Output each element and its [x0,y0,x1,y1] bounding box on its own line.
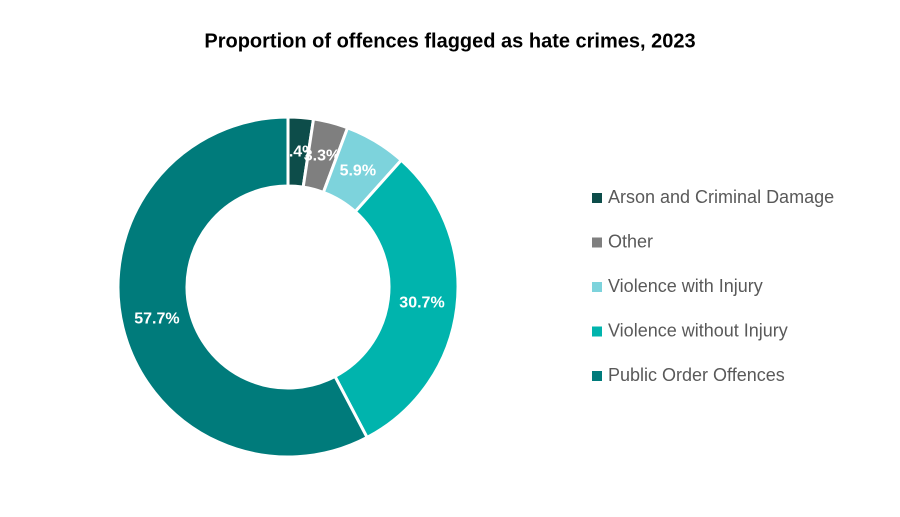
legend-label: Violence with Injury [608,276,763,296]
donut-slice [116,115,370,459]
donut-slice [332,158,460,440]
data-label: 3.3% [304,148,340,165]
data-label: 5.9% [340,163,376,180]
data-label: 57.7% [134,311,179,328]
legend-label: Other [608,231,653,251]
legend-swatch [592,193,602,203]
legend-label: Violence without Injury [608,320,788,340]
legend-label: Public Order Offences [608,365,785,385]
legend-swatch [592,282,602,292]
legend-swatch [592,326,602,337]
legend-swatch [592,237,602,248]
legend-label: Arson and Criminal Damage [608,187,834,207]
data-label: 30.7% [399,295,444,312]
legend-swatch [592,371,602,381]
chart-title: Proportion of offences flagged as hate c… [204,30,695,52]
